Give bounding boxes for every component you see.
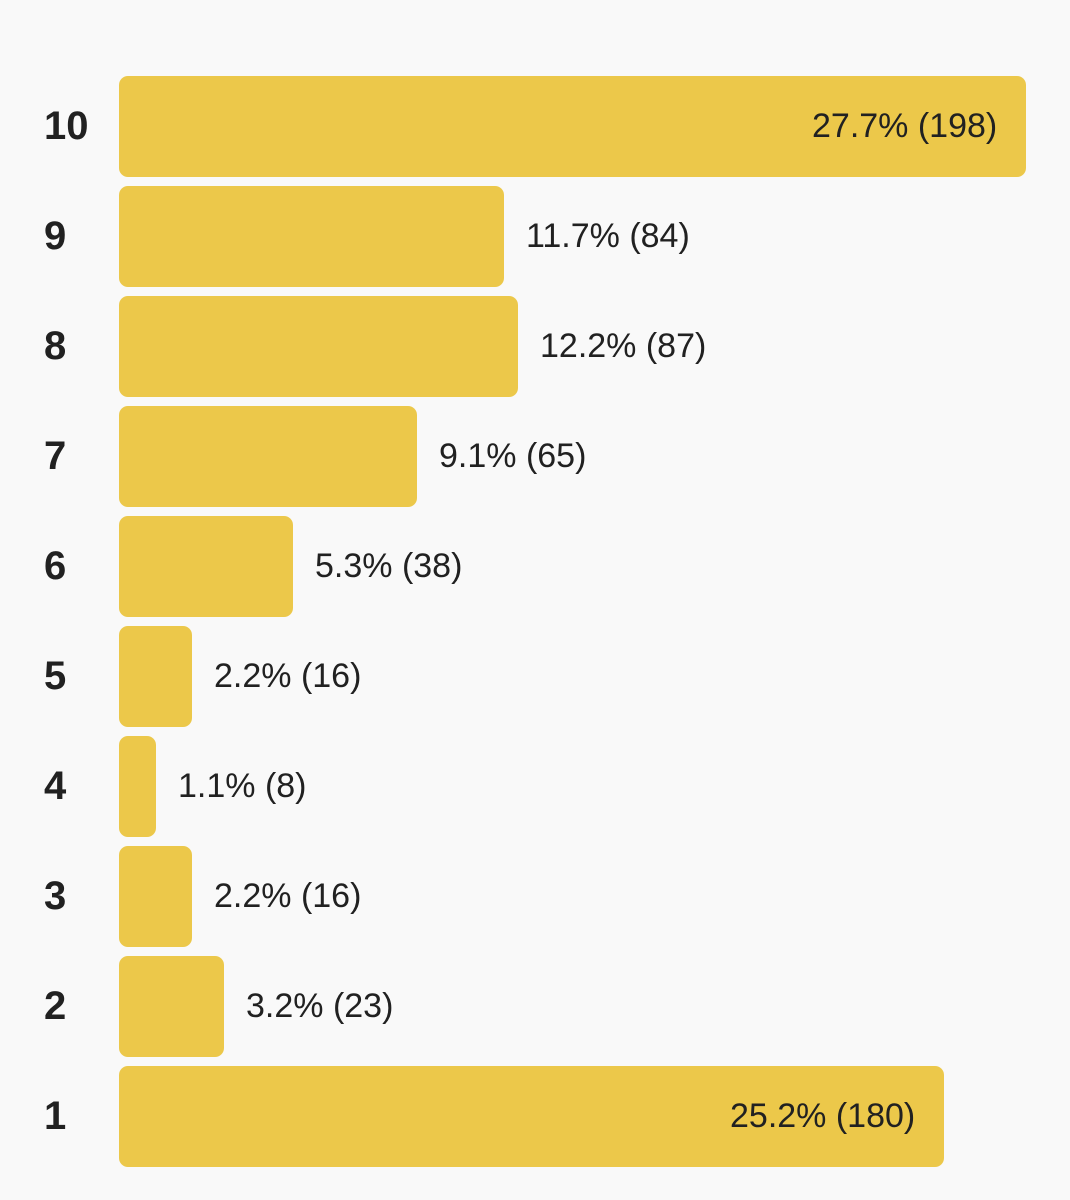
category-label-9: 9	[44, 214, 67, 258]
bar-row-7: 7 9.1% (65)	[0, 406, 1070, 507]
value-label-6: 5.3% (38)	[315, 547, 463, 585]
bar-7	[119, 406, 417, 507]
category-label-1: 1	[44, 1094, 67, 1138]
category-label-3: 3	[44, 874, 67, 918]
category-label-5: 5	[44, 654, 67, 698]
category-label-8: 8	[44, 324, 67, 368]
bar-row-5: 5 2.2% (16)	[0, 626, 1070, 727]
value-label-2: 3.2% (23)	[246, 987, 394, 1025]
bar-5	[119, 626, 192, 727]
bar-9	[119, 186, 504, 287]
bar-8	[119, 296, 518, 397]
bar-row-6: 6 5.3% (38)	[0, 516, 1070, 617]
category-label-6: 6	[44, 544, 67, 588]
value-label-10: 27.7% (198)	[812, 107, 998, 145]
bar-row-9: 9 11.7% (84)	[0, 186, 1070, 287]
bar-2	[119, 956, 224, 1057]
value-label-3: 2.2% (16)	[214, 877, 362, 915]
category-label-2: 2	[44, 984, 67, 1028]
value-label-8: 12.2% (87)	[540, 327, 707, 365]
value-label-4: 1.1% (8)	[178, 767, 307, 805]
bar-row-10: 10 27.7% (198)	[0, 76, 1070, 177]
category-label-10: 10	[44, 104, 89, 148]
bar-6	[119, 516, 293, 617]
bar-row-1: 1 25.2% (180)	[0, 1066, 1070, 1167]
category-label-7: 7	[44, 434, 67, 478]
bar-row-8: 8 12.2% (87)	[0, 296, 1070, 397]
category-label-4: 4	[44, 764, 67, 808]
bar-10	[119, 76, 1026, 177]
bar-3	[119, 846, 192, 947]
value-label-1: 25.2% (180)	[730, 1097, 916, 1135]
value-label-5: 2.2% (16)	[214, 657, 362, 695]
bar-4	[119, 736, 156, 837]
bar-row-2: 2 3.2% (23)	[0, 956, 1070, 1057]
bar-row-4: 4 1.1% (8)	[0, 736, 1070, 837]
bar-row-3: 3 2.2% (16)	[0, 846, 1070, 947]
value-label-9: 11.7% (84)	[526, 217, 690, 255]
value-label-7: 9.1% (65)	[439, 437, 587, 475]
bar-1	[119, 1066, 944, 1167]
